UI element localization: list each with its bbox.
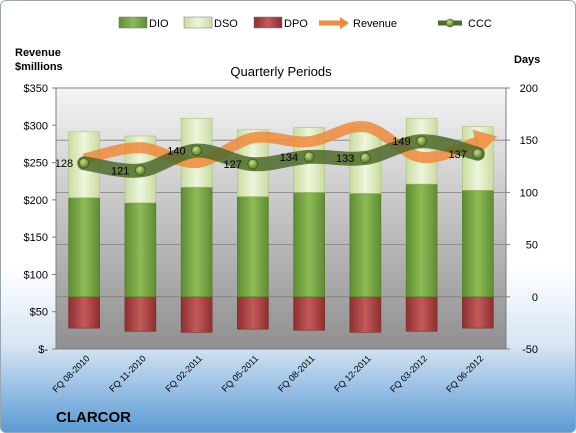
dio-bar [237, 196, 269, 298]
plot-area [55, 87, 507, 350]
ccc-point [78, 157, 90, 169]
right-axis-title: Days [514, 54, 540, 66]
right-tick-label: -50 [522, 344, 538, 356]
dio-bar [405, 183, 438, 298]
left-tick-label: $250 [24, 158, 48, 170]
x-tick-label: FQ 03-2012 [388, 353, 429, 394]
ccc-data-label: 134 [280, 152, 298, 164]
ccc-data-label: 121 [111, 165, 129, 177]
left-tick-label: $200 [24, 195, 48, 207]
legend-revenue-arrow [340, 17, 349, 29]
left-tick-label: $- [38, 344, 48, 356]
x-axis: FQ 08-2010 FQ 11-2010 FQ 02-2011 FQ 05-2011… [51, 348, 506, 394]
right-tick-label: 0 [532, 292, 538, 304]
ccc-data-label: 133 [336, 153, 354, 165]
dio-bar [462, 190, 494, 298]
left-tick-label: $150 [24, 232, 48, 244]
bar-series [68, 117, 494, 333]
legend-dpo-label: DPO [284, 18, 308, 30]
ccc-point [191, 145, 203, 157]
x-tick-label: FQ 11-2010 [107, 353, 148, 394]
ccc-point [134, 165, 146, 176]
ccc-data-label: 149 [392, 136, 410, 148]
left-tick-label: $100 [24, 269, 48, 281]
right-axis: -50 0 50 100 150 200 [505, 83, 538, 356]
dpo-bar [68, 296, 100, 329]
left-tick-label: $350 [24, 83, 48, 95]
dpo-bar [237, 296, 269, 330]
x-tick-label: FQ 06-2012 [444, 353, 485, 394]
line-series: 128 121 140 127 134 133 149 137 [55, 121, 498, 178]
chart-title: Quarterly Periods [230, 64, 332, 79]
legend: DIO DSO DPO Revenue CCC [118, 16, 492, 30]
dio-bar [180, 186, 213, 298]
ccc-point [472, 148, 484, 160]
dpo-bar [405, 296, 438, 332]
ccc-point [303, 151, 315, 163]
dpo-bar [462, 296, 494, 329]
legend-dso-swatch [183, 16, 213, 29]
x-tick-label: FQ 12-2011 [332, 353, 373, 394]
legend-dio-swatch [118, 16, 148, 29]
legend-dio-label: DIO [149, 18, 169, 30]
dio-bar [293, 192, 325, 298]
right-tick-label: 150 [520, 135, 538, 147]
dio-bar [124, 202, 157, 298]
dpo-bar [349, 296, 382, 333]
left-tick-label: $300 [24, 120, 48, 132]
left-tick-label: $50 [30, 307, 48, 319]
ccc-data-label: 127 [224, 159, 242, 171]
dpo-bar [293, 296, 325, 331]
company-name: CLARCOR [56, 409, 131, 426]
left-axis-title-line2: $millions [15, 61, 63, 73]
plot-background [55, 87, 507, 350]
ccc-point [416, 135, 428, 147]
legend-dpo-swatch [253, 16, 283, 29]
legend-ccc-marker [445, 18, 455, 28]
legend-revenue-label: Revenue [353, 18, 397, 30]
dpo-bar [124, 296, 157, 332]
left-axis-title-line1: Revenue [15, 47, 61, 59]
x-tick-label: FQ 05-2011 [220, 353, 261, 394]
dio-bar [68, 197, 100, 298]
legend-dso-label: DSO [214, 18, 238, 30]
ccc-point [247, 158, 259, 170]
dio-bar [349, 193, 382, 298]
ccc-data-label: 137 [449, 149, 467, 161]
ccc-data-label: 128 [55, 158, 73, 170]
x-tick-label: FQ 08-2011 [276, 353, 317, 394]
x-tick-label: FQ 02-2011 [163, 353, 204, 394]
right-tick-label: 100 [520, 187, 538, 199]
revenue-line [82, 121, 480, 169]
right-tick-label: 50 [526, 240, 538, 252]
x-tick-label: FQ 08-2010 [51, 353, 92, 394]
dpo-bar [180, 296, 213, 333]
legend-ccc-label: CCC [468, 18, 492, 30]
right-tick-label: 200 [520, 83, 538, 95]
ccc-data-label: 140 [167, 146, 185, 158]
ccc-point [359, 152, 371, 164]
left-axis: $- $50 $100 $150 $200 $250 $300 $350 [24, 83, 57, 356]
